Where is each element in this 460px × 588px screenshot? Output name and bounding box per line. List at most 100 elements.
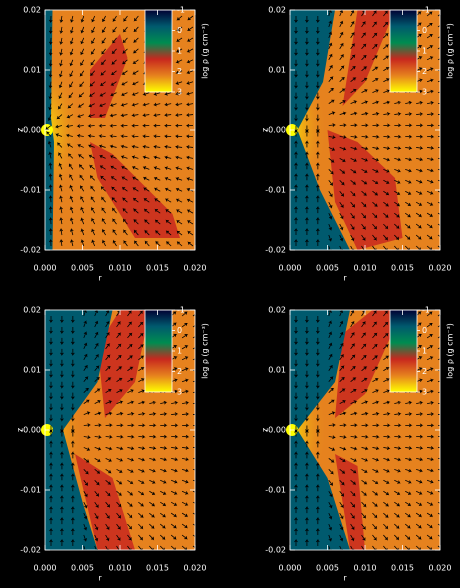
velocity-arrow: [405, 112, 413, 116]
velocity-arrow: [181, 345, 189, 350]
velocity-arrow: [83, 309, 87, 317]
velocity-arrow: [181, 367, 189, 372]
velocity-arrow: [339, 201, 344, 209]
velocity-arrow: [159, 534, 166, 541]
velocity-arrow: [305, 370, 309, 378]
dense-region: [335, 454, 365, 550]
velocity-arrow: [116, 377, 123, 383]
velocity-arrow: [127, 479, 134, 485]
velocity-arrow: [192, 479, 200, 484]
velocity-arrow: [59, 15, 64, 24]
velocity-arrow: [181, 490, 189, 495]
velocity-arrow: [109, 113, 117, 118]
velocity-arrow: [100, 59, 106, 65]
velocity-arrow: [339, 234, 344, 242]
velocity-arrow: [122, 37, 128, 44]
velocity-arrow: [160, 457, 168, 462]
velocity-arrow: [350, 245, 355, 253]
velocity-arrow: [99, 165, 106, 170]
velocity-arrow: [160, 446, 168, 450]
velocity-arrow: [350, 479, 356, 486]
velocity-arrow: [155, 229, 161, 236]
velocity-arrow: [175, 70, 183, 75]
colorbar-tick-label: 1: [177, 347, 182, 356]
velocity-arrow: [186, 70, 194, 75]
velocity-arrow: [316, 129, 320, 137]
x-tick-label: 0.015: [146, 264, 169, 273]
velocity-arrow: [316, 473, 320, 481]
velocity-arrow: [405, 123, 413, 128]
velocity-arrow: [90, 37, 96, 45]
velocity-arrow: [350, 111, 358, 116]
y-axis-label: z: [261, 428, 270, 432]
velocity-arrow: [416, 123, 424, 128]
x-tick-label: 0.000: [34, 564, 57, 573]
velocity-arrow: [361, 377, 368, 383]
velocity-arrow: [383, 490, 390, 496]
velocity-arrow: [372, 355, 379, 361]
velocity-arrow: [76, 133, 84, 138]
velocity-arrow: [48, 238, 53, 247]
velocity-arrow: [394, 523, 400, 530]
velocity-arrow: [294, 227, 298, 236]
velocity-arrow: [116, 534, 121, 542]
velocity-arrow: [350, 135, 358, 139]
velocity-arrow: [383, 190, 390, 196]
velocity-arrow: [426, 457, 435, 462]
colorbar-label: log ρ (g cm⁻³): [201, 23, 210, 79]
velocity-arrow: [142, 166, 150, 170]
velocity-arrow: [316, 429, 320, 437]
velocity-arrow: [142, 123, 150, 128]
velocity-arrow: [176, 230, 183, 236]
velocity-arrow: [350, 190, 356, 197]
velocity-arrow: [138, 468, 145, 473]
velocity-arrow: [131, 144, 139, 149]
velocity-arrow: [99, 81, 106, 86]
velocity-arrow: [69, 217, 74, 225]
velocity-arrow: [100, 70, 106, 76]
velocity-arrow: [98, 103, 106, 107]
velocity-arrow: [316, 205, 320, 214]
colorbar-tick-label: 1: [177, 47, 182, 56]
velocity-arrow: [350, 366, 357, 372]
velocity-arrow: [427, 146, 435, 150]
velocity-arrow: [67, 103, 74, 109]
velocity-arrow: [94, 534, 99, 542]
velocity-arrow: [116, 490, 122, 497]
velocity-arrow: [163, 123, 172, 128]
velocity-arrow: [79, 59, 85, 66]
velocity-arrow: [186, 187, 194, 192]
velocity-arrow: [426, 490, 434, 495]
velocity-arrow: [361, 512, 366, 519]
velocity-arrow: [394, 512, 400, 518]
velocity-arrow: [59, 227, 64, 236]
velocity-arrow: [160, 468, 167, 473]
velocity-arrow: [175, 48, 183, 53]
y-tick-label: 0.02: [268, 6, 286, 15]
colorbar-tick-label: 0: [177, 326, 182, 335]
velocity-arrow: [48, 103, 52, 111]
velocity-arrow: [383, 21, 389, 28]
velocity-arrow: [328, 411, 336, 415]
velocity-arrow: [138, 434, 146, 439]
velocity-arrow: [90, 48, 96, 55]
velocity-arrow: [127, 534, 132, 541]
velocity-arrow: [305, 16, 309, 24]
velocity-arrow: [185, 123, 194, 128]
velocity-arrow: [339, 76, 346, 83]
velocity-arrow: [127, 490, 134, 496]
velocity-arrow: [153, 144, 161, 149]
velocity-arrow: [405, 479, 412, 484]
velocity-arrow: [160, 501, 167, 507]
velocity-arrow: [132, 186, 139, 192]
velocity-arrow: [187, 241, 194, 247]
velocity-arrow: [112, 15, 117, 22]
velocity-arrow: [127, 434, 135, 439]
velocity-arrow: [83, 480, 88, 487]
velocity-arrow: [328, 353, 333, 361]
velocity-arrow: [71, 473, 75, 481]
velocity-arrow: [48, 227, 53, 236]
velocity-arrow: [132, 59, 139, 64]
velocity-arrow: [350, 43, 356, 50]
velocity-arrow: [170, 523, 177, 529]
